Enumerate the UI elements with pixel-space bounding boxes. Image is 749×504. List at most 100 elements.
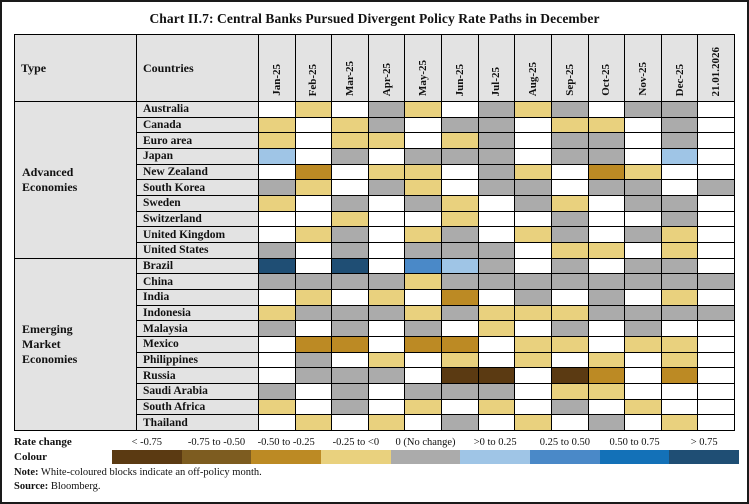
legend-swatch — [181, 450, 252, 464]
rate-cell — [259, 196, 295, 211]
rate-cell — [332, 133, 368, 148]
rate-cell — [551, 117, 588, 133]
rate-cell — [405, 352, 442, 368]
rate-cell — [259, 117, 295, 133]
legend-swatch — [321, 450, 391, 464]
rate-cell — [698, 321, 734, 336]
rate-cell — [698, 415, 734, 430]
rate-cell — [515, 164, 551, 180]
rate-cell — [478, 384, 515, 399]
column-header: Jan-25 — [259, 35, 295, 101]
legend-bin-label: > 0.75 — [690, 436, 718, 448]
rate-cell — [588, 290, 625, 305]
rate-cell — [515, 384, 551, 399]
country-label: Russia — [137, 368, 258, 383]
rate-cell — [661, 180, 698, 195]
rate-cell — [625, 180, 661, 195]
rate-cell — [625, 368, 661, 383]
rate-cell — [551, 415, 588, 430]
rate-cell — [551, 274, 588, 289]
rate-cell — [515, 352, 551, 368]
rate-cell — [515, 368, 551, 383]
country-label: Switzerland — [137, 211, 258, 227]
country-label: Saudi Arabia — [137, 384, 258, 399]
rate-cell — [405, 415, 442, 430]
rate-cell — [295, 164, 332, 180]
rate-cell — [332, 164, 368, 180]
source-text: Bloomberg. — [48, 481, 101, 492]
rate-cell — [588, 102, 625, 117]
rate-cell — [442, 164, 478, 180]
chart-title: Chart II.7: Central Banks Pursued Diverg… — [149, 11, 600, 26]
rate-cell — [295, 180, 332, 195]
rate-cell — [551, 133, 588, 148]
rate-cell — [295, 274, 332, 289]
rate-cell — [332, 384, 368, 399]
column-header: Feb-25 — [295, 35, 332, 101]
legend-bin-label: >0 to 0.25 — [473, 436, 517, 448]
rate-cell — [442, 368, 478, 383]
rate-cell — [405, 384, 442, 399]
rate-cell — [515, 337, 551, 352]
rate-cell — [625, 384, 661, 399]
column-header-label: Mar-25 — [344, 60, 357, 96]
rate-cell — [625, 274, 661, 289]
column-header-label: Sep-25 — [563, 64, 576, 96]
legend-bin-label: 0.50 to 0.75 — [609, 436, 660, 448]
rate-cell — [368, 368, 405, 383]
rate-cell — [698, 164, 734, 180]
rate-cell — [625, 415, 661, 430]
country-label: New Zealand — [137, 164, 258, 180]
rate-cell — [588, 196, 625, 211]
rate-cell — [698, 399, 734, 415]
rate-cell — [405, 305, 442, 321]
country-label: Mexico — [137, 337, 258, 352]
rate-cell — [368, 149, 405, 164]
countries-header: Countries — [137, 35, 258, 101]
rate-cell — [405, 258, 442, 274]
rate-cell — [332, 227, 368, 242]
legend-swatch — [669, 450, 740, 464]
rate-cell — [661, 243, 698, 258]
rate-cell — [698, 290, 734, 305]
rate-cell — [259, 211, 295, 227]
rate-cell — [551, 290, 588, 305]
rate-cell — [332, 290, 368, 305]
rate-cell — [405, 180, 442, 195]
column-header-label: May-25 — [417, 59, 430, 96]
rate-cell — [661, 274, 698, 289]
rate-cell — [442, 149, 478, 164]
rate-cell — [478, 415, 515, 430]
country-label: Malaysia — [137, 321, 258, 336]
rate-cell — [551, 227, 588, 242]
rate-cell — [478, 399, 515, 415]
rate-cell — [295, 211, 332, 227]
type-header: Type — [15, 35, 136, 101]
note-text: White-coloured blocks indicate an off-po… — [38, 467, 262, 478]
legend-bin-label: < -0.75 — [131, 436, 163, 448]
rate-cell — [551, 321, 588, 336]
rate-cell — [625, 133, 661, 148]
rate-cell — [442, 227, 478, 242]
rate-cell — [368, 415, 405, 430]
column-header: May-25 — [405, 35, 442, 101]
rate-cell — [478, 290, 515, 305]
rate-cell — [551, 352, 588, 368]
rate-cell — [515, 117, 551, 133]
rate-cell — [588, 164, 625, 180]
column-header: Apr-25 — [368, 35, 405, 101]
country-label: Japan — [137, 149, 258, 164]
country-label: Philippines — [137, 352, 258, 368]
rate-cell — [259, 149, 295, 164]
rate-cell — [295, 384, 332, 399]
rate-cell — [332, 180, 368, 195]
rate-cell — [442, 337, 478, 352]
rate-cell — [478, 321, 515, 336]
country-label: Canada — [137, 117, 258, 133]
rate-cell — [551, 211, 588, 227]
rate-cell — [698, 352, 734, 368]
rate-cell — [661, 368, 698, 383]
note-prefix: Note: — [14, 467, 39, 478]
rate-cell — [661, 290, 698, 305]
rate-cell — [588, 117, 625, 133]
